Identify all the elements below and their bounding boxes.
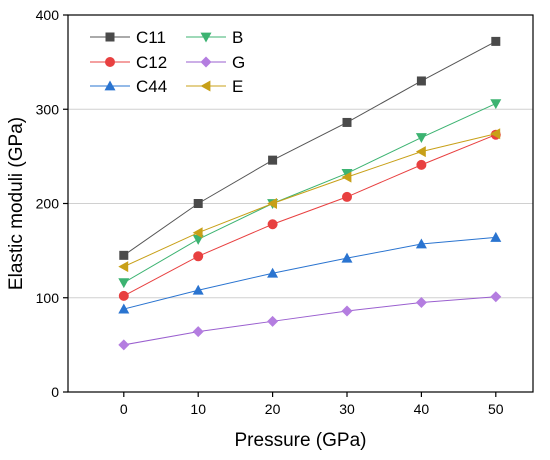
legend: C11 C12 C44 BGE bbox=[90, 28, 245, 96]
legend-label-b: B bbox=[232, 28, 243, 47]
y-tick-label-300: 300 bbox=[36, 101, 60, 117]
series-line-c44 bbox=[123, 236, 496, 310]
data-point-e-40 bbox=[415, 146, 426, 158]
x-axis-title: Pressure (GPa) bbox=[235, 430, 367, 451]
y-tick-label-0: 0 bbox=[51, 384, 59, 400]
axis-ticks: 0 10 20 30 40 50 0 100 200 300 400 bbox=[36, 7, 504, 417]
data-point-c44-10 bbox=[192, 284, 204, 295]
series-c12 bbox=[118, 129, 501, 301]
x-tick-label-50: 50 bbox=[488, 401, 504, 417]
series-g bbox=[118, 291, 502, 351]
legend-marker-e bbox=[200, 80, 211, 92]
data-point-c12-20 bbox=[267, 219, 278, 230]
data-point-b-50 bbox=[490, 99, 502, 110]
x-tick-label-30: 30 bbox=[339, 401, 355, 417]
legend-item-e: E bbox=[186, 77, 243, 96]
y-tick-label-400: 400 bbox=[36, 7, 60, 23]
legend-item-g: G bbox=[186, 53, 245, 72]
data-point-c12-40 bbox=[416, 159, 427, 170]
data-point-c11-30 bbox=[342, 117, 352, 127]
series-e bbox=[118, 128, 501, 273]
series-line-c12 bbox=[123, 134, 496, 297]
series-line-c11 bbox=[123, 40, 497, 256]
data-point-e-30 bbox=[341, 171, 352, 183]
data-point-c44-40 bbox=[415, 238, 427, 249]
data-point-c44-50 bbox=[490, 231, 502, 242]
data-point-c11-40 bbox=[416, 76, 426, 86]
data-point-g-40 bbox=[415, 296, 427, 308]
data-point-g-20 bbox=[267, 315, 279, 327]
legend-item-b: B bbox=[186, 28, 243, 47]
data-point-e-50 bbox=[490, 128, 501, 140]
data-point-c11-10 bbox=[193, 199, 203, 208]
data-point-b-30 bbox=[341, 168, 353, 179]
legend-marker-c12 bbox=[105, 57, 115, 67]
data-point-c11-20 bbox=[268, 155, 278, 165]
series-c11 bbox=[119, 36, 501, 260]
series-b bbox=[118, 99, 502, 289]
legend-marker-c11 bbox=[105, 32, 115, 42]
data-point-c44-30 bbox=[341, 252, 353, 263]
data-point-b-40 bbox=[415, 133, 427, 144]
legend-label-c12: C12 bbox=[136, 53, 167, 72]
legend-marker-g bbox=[200, 56, 212, 68]
x-tick-label-0: 0 bbox=[120, 401, 128, 417]
x-tick-label-40: 40 bbox=[414, 401, 430, 417]
data-point-c11-50 bbox=[491, 36, 501, 46]
x-tick-label-20: 20 bbox=[265, 401, 281, 417]
data-point-g-10 bbox=[192, 326, 204, 338]
y-tick-label-100: 100 bbox=[36, 290, 60, 306]
legend-marker-b bbox=[200, 32, 212, 43]
data-point-c12-10 bbox=[193, 251, 204, 262]
data-point-c12-0 bbox=[118, 290, 129, 301]
data-point-e-10 bbox=[192, 227, 203, 239]
series-c44 bbox=[118, 231, 502, 314]
data-point-c11-0 bbox=[119, 250, 129, 260]
data-point-g-0 bbox=[118, 339, 130, 351]
data-point-c44-20 bbox=[267, 267, 279, 278]
series-line-g bbox=[123, 296, 496, 346]
y-axis-title: Elastic moduli (GPa) bbox=[6, 117, 27, 290]
series-line-e bbox=[123, 133, 496, 268]
legend-item-c12: C12 bbox=[90, 53, 167, 72]
y-tick-label-200: 200 bbox=[36, 196, 60, 212]
legend-label-c11: C11 bbox=[136, 28, 166, 47]
legend-marker-c44 bbox=[104, 80, 116, 91]
data-point-e-20 bbox=[267, 198, 277, 209]
series-group bbox=[118, 36, 502, 351]
legend-item-c44: C44 bbox=[90, 77, 167, 96]
data-point-b-10 bbox=[192, 234, 204, 245]
series-line-b bbox=[123, 103, 497, 284]
legend-label-g: G bbox=[232, 53, 245, 72]
data-point-b-0 bbox=[118, 278, 130, 289]
data-point-c44-0 bbox=[118, 303, 130, 314]
data-point-g-30 bbox=[341, 305, 353, 317]
x-tick-label-10: 10 bbox=[190, 401, 206, 417]
legend-label-e: E bbox=[232, 77, 243, 96]
gridlines bbox=[68, 108, 533, 299]
data-point-e-0 bbox=[118, 261, 129, 273]
legend-item-c11: C11 bbox=[90, 28, 166, 47]
legend-label-c44: C44 bbox=[136, 77, 167, 96]
data-point-g-50 bbox=[490, 291, 502, 303]
data-point-c12-30 bbox=[342, 191, 352, 202]
